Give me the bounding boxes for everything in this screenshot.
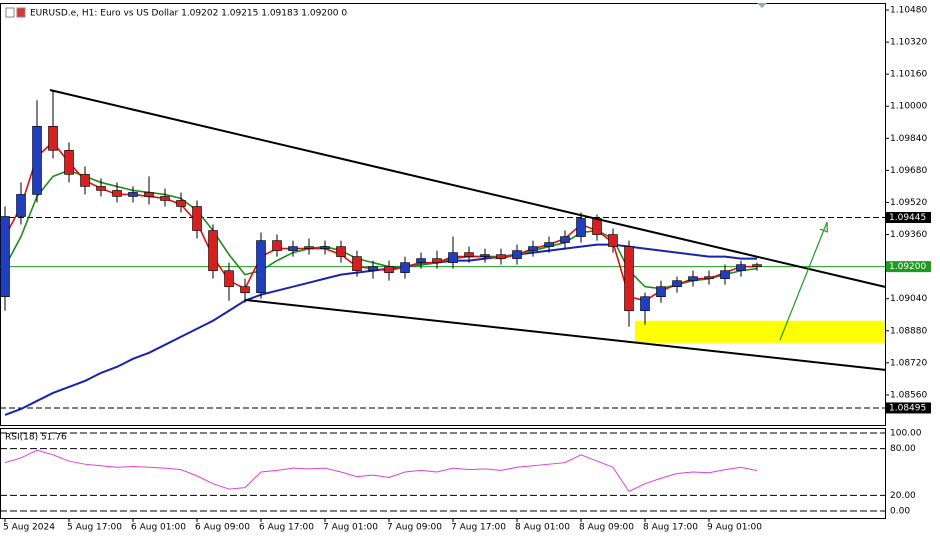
candle-body	[192, 206, 202, 231]
candle-body	[0, 216, 10, 297]
rsi-line	[4, 449, 758, 493]
candle-body	[176, 200, 186, 207]
candle-body	[672, 280, 682, 287]
y-tick-label: 20.00	[890, 491, 916, 501]
candle-body	[272, 240, 282, 251]
candle-body	[128, 192, 138, 197]
candle-body	[544, 242, 554, 247]
candle-body	[704, 276, 714, 279]
scroll-marker	[757, 3, 767, 8]
candle-body	[256, 240, 266, 293]
candle-body	[736, 264, 746, 271]
candle-body	[592, 218, 602, 235]
candle-body	[448, 252, 458, 263]
trendline	[244, 298, 886, 371]
candle-body	[528, 246, 538, 251]
price-level-label: 1.09445	[889, 213, 926, 223]
candle-body	[624, 246, 634, 312]
icon[interactable]	[5, 7, 15, 18]
y-tick-label: 1.10000	[890, 102, 927, 112]
candle-body	[656, 286, 666, 297]
candle-body	[480, 254, 490, 257]
x-tick-label: 8 Aug 17:00	[643, 523, 698, 533]
trendline	[49, 89, 886, 288]
candle-body	[576, 218, 586, 237]
candle-body	[32, 125, 42, 195]
candle-body	[720, 270, 730, 279]
candle-body	[16, 194, 26, 217]
price-level-tag	[886, 261, 931, 273]
candle-body	[288, 246, 298, 251]
candle-body	[112, 190, 122, 197]
x-tick-label: 5 Aug 17:00	[67, 523, 122, 533]
candle-body	[336, 246, 346, 257]
x-tick-label: 7 Aug 17:00	[451, 523, 506, 533]
price-level-label: 1.08495	[889, 403, 926, 413]
y-tick-label: 1.09360	[890, 230, 927, 240]
y-tick-label: 1.08560	[890, 390, 927, 400]
candle-body	[512, 250, 522, 259]
y-tick-label: 1.09840	[890, 134, 927, 144]
candle-body	[144, 192, 154, 197]
x-tick-label: 8 Aug 01:00	[515, 523, 570, 533]
candle-body	[560, 236, 570, 243]
candle-body	[80, 174, 90, 187]
arrow-head	[819, 221, 828, 233]
trendline	[779, 221, 828, 341]
candle-body	[64, 150, 74, 175]
x-tick-label: 7 Aug 01:00	[323, 523, 378, 533]
candle-body	[384, 266, 394, 273]
candle-body	[432, 258, 442, 263]
x-tick-label: 9 Aug 01:00	[707, 523, 762, 533]
y-tick-label: 1.09520	[890, 198, 927, 208]
candle-body	[240, 286, 250, 293]
x-tick-label: 8 Aug 09:00	[579, 523, 634, 533]
candle-body	[320, 246, 330, 249]
candle-body	[688, 276, 698, 281]
candle-body	[224, 270, 234, 287]
rsi-title: RSI(18) 51.76	[5, 433, 67, 443]
candle-body	[400, 262, 410, 273]
x-tick-label: 7 Aug 09:00	[387, 523, 442, 533]
candle-body	[416, 258, 426, 263]
y-tick-label: 100.00	[890, 428, 922, 438]
x-tick-label: 6 Aug 01:00	[131, 523, 186, 533]
candle-body	[752, 264, 762, 267]
x-tick-label: 5 Aug 2024	[3, 523, 55, 533]
price-level-tag	[886, 212, 931, 224]
candle-body	[496, 254, 506, 259]
candle-body	[368, 266, 378, 271]
y-tick-label: 0.00	[890, 506, 910, 516]
y-tick-label: 1.08880	[890, 326, 927, 336]
candle-body	[640, 296, 650, 312]
y-tick-label: 1.08720	[890, 358, 927, 368]
candle-body	[304, 246, 314, 249]
y-tick-label: 1.09040	[890, 294, 927, 304]
y-tick-label: 80.00	[890, 444, 916, 454]
candle-body	[48, 125, 58, 151]
y-tick-label: 1.10160	[890, 70, 927, 80]
candle-body	[464, 252, 474, 257]
candle-body	[352, 256, 362, 271]
y-tick-label: 1.10480	[890, 6, 927, 16]
candle-body	[160, 196, 170, 201]
price-level-label: 1.09200	[889, 262, 926, 272]
zone	[635, 320, 885, 343]
candle-body	[96, 186, 106, 191]
price-level-tag	[886, 402, 931, 414]
y-tick-label: 1.10320	[890, 38, 927, 48]
chart-title: EURUSD.e, H1: Euro vs US Dollar 1.09202 …	[30, 9, 347, 19]
y-tick-label: 1.09680	[890, 166, 927, 176]
main-panel-frame	[0, 3, 886, 426]
rsi-panel-frame	[0, 428, 886, 519]
plot-layer: 1.10480 1.10320 1.10160 1.10000 1.09840 1.096…	[0, 6, 931, 533]
x-tick-label: 6 Aug 17:00	[259, 523, 314, 533]
icon[interactable]	[16, 7, 26, 18]
candle-body	[208, 230, 218, 271]
candle-body	[608, 234, 618, 247]
x-tick-label: 6 Aug 09:00	[195, 523, 250, 533]
